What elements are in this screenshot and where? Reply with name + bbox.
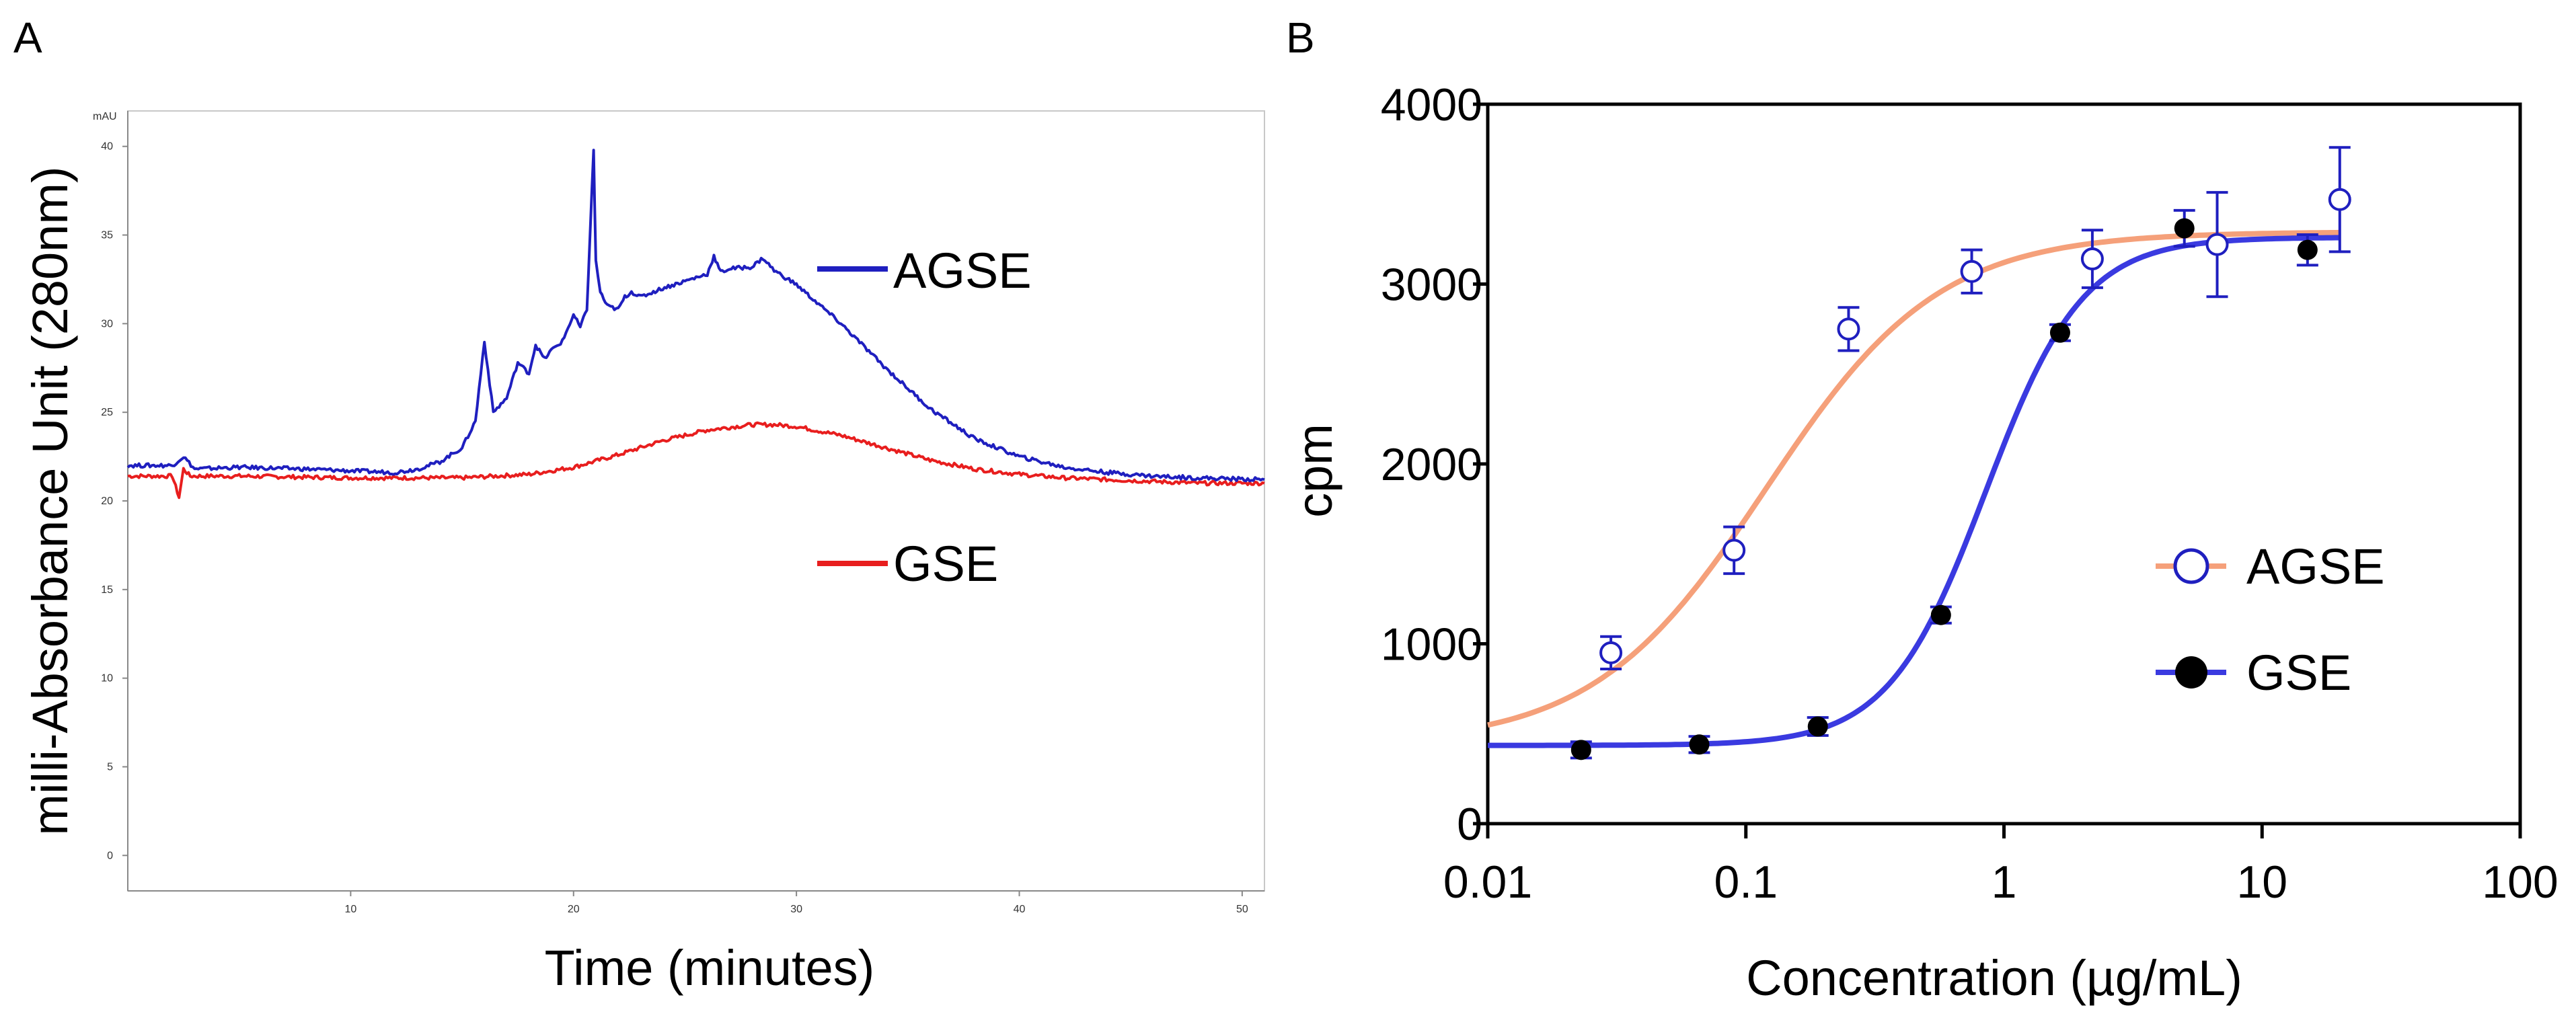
y-tick-label-a: 0 xyxy=(107,850,113,861)
marker-filled-circle xyxy=(2049,322,2070,343)
legend-marker-gse-b xyxy=(2175,656,2207,689)
data-point-agse xyxy=(1837,306,1860,352)
y-ticks-b: 0 1000 2000 3000 4000 xyxy=(1381,79,1488,850)
panel-letter-b: B xyxy=(1286,13,1315,62)
panel-letter-a: A xyxy=(13,13,42,62)
legend-label-gse-b: GSE xyxy=(2246,645,2351,701)
data-point-gse xyxy=(2296,233,2318,267)
legend-label-agse-b: AGSE xyxy=(2246,539,2385,594)
data-point-gse xyxy=(1688,734,1710,755)
x-tick-label-b: 1 xyxy=(1992,857,2017,908)
y-tick-label-b: 1000 xyxy=(1381,619,1482,670)
data-point-agse xyxy=(1960,248,1983,294)
data-point-agse xyxy=(2328,146,2351,253)
data-point-agse xyxy=(1599,635,1623,670)
x-axis-title-a: Time (minutes) xyxy=(545,940,875,996)
marker-filled-circle xyxy=(1807,716,1828,737)
x-tick-label-b: 100 xyxy=(2482,857,2558,908)
panel-b-dose-response: B 0 1000 2000 3000 4000 0.01 0.1 1 10 100 Concen… xyxy=(1286,13,2559,1006)
marker-open-circle xyxy=(1722,539,1746,562)
data-points-b xyxy=(1570,146,2351,760)
marker-filled-circle xyxy=(1930,604,1951,625)
marker-open-circle xyxy=(1960,260,1983,283)
y-tick-label-a: 5 xyxy=(107,761,113,773)
fit-curve-agse xyxy=(1487,229,2340,728)
legend-label-gse-a: GSE xyxy=(893,536,998,592)
data-point-gse xyxy=(1930,604,1952,625)
x-tick-label-a: 30 xyxy=(790,904,802,915)
plot-area-a xyxy=(127,110,1265,892)
y-axis-title-b: cpm xyxy=(1287,424,1342,518)
marker-open-circle xyxy=(1599,641,1623,664)
y-tick-label-a: 40 xyxy=(101,141,113,153)
marker-filled-circle xyxy=(1570,740,1591,760)
marker-filled-circle xyxy=(2297,239,2318,260)
data-point-gse xyxy=(1807,716,1829,737)
x-axis-title-b: Concentration (µg/mL) xyxy=(1746,950,2242,1006)
y-tick-label-a: 30 xyxy=(101,318,113,329)
legend-label-agse-a: AGSE xyxy=(893,243,1032,299)
fit-curves-b xyxy=(1487,229,2340,748)
marker-open-circle xyxy=(2328,188,2351,211)
legend-a: AGSE GSE xyxy=(817,243,1032,592)
y-tick-label-a: 25 xyxy=(101,407,113,418)
data-point-gse xyxy=(1570,740,1592,760)
marker-open-circle xyxy=(1837,317,1860,341)
data-point-gse xyxy=(2049,322,2071,343)
x-tick-label-b: 10 xyxy=(2236,857,2287,908)
marker-open-circle xyxy=(2205,233,2229,256)
y-tick-label-a: 10 xyxy=(101,673,113,684)
y-unit-label: mAU xyxy=(93,111,117,122)
series-line-agse-a xyxy=(126,149,1265,483)
x-tick-label-b: 0.1 xyxy=(1714,857,1778,908)
x-tick-label-a: 10 xyxy=(344,904,356,915)
x-tick-label-a: 50 xyxy=(1236,904,1248,915)
series-lines-a xyxy=(126,149,1265,500)
data-point-agse xyxy=(2080,229,2104,289)
x-ticks-b: 0.01 0.1 1 10 100 xyxy=(1443,824,2559,908)
legend-marker-agse-b xyxy=(2173,548,2209,584)
marker-filled-circle xyxy=(2174,218,2195,239)
y-tick-label-a: 15 xyxy=(101,584,113,596)
y-tick-label-b: 2000 xyxy=(1381,439,1482,490)
y-tick-label-b: 4000 xyxy=(1381,79,1482,130)
fit-curve-gse xyxy=(1488,235,2340,748)
data-point-gse xyxy=(2173,208,2195,248)
series-line-gse-a xyxy=(127,421,1265,500)
x-tick-label-b: 0.01 xyxy=(1443,857,1532,908)
y-tick-label-b: 0 xyxy=(1457,799,1482,850)
y-ticks-a: 0 5 10 15 20 25 30 35 40 xyxy=(101,141,128,861)
marker-open-circle xyxy=(2080,247,2104,271)
y-tick-label-a: 35 xyxy=(101,230,113,241)
legend-b: AGSE GSE xyxy=(2156,539,2385,701)
marker-filled-circle xyxy=(1689,734,1710,755)
data-point-agse xyxy=(1722,525,1746,576)
panel-a-chromatogram: A mAU 0 5 10 15 20 25 30 35 40 10 20 30 40 50 Time (… xyxy=(13,13,1265,996)
x-ticks-a: 10 20 30 40 50 xyxy=(344,891,1248,915)
y-tick-label-b: 3000 xyxy=(1381,260,1482,311)
y-tick-label-a: 20 xyxy=(101,496,113,507)
y-axis-title-a: milli-Absorbance Unit (280nm) xyxy=(22,166,78,835)
x-tick-label-a: 40 xyxy=(1014,904,1026,915)
x-tick-label-a: 20 xyxy=(568,904,580,915)
plot-area-b xyxy=(1486,102,2522,826)
data-point-agse xyxy=(2205,191,2229,299)
